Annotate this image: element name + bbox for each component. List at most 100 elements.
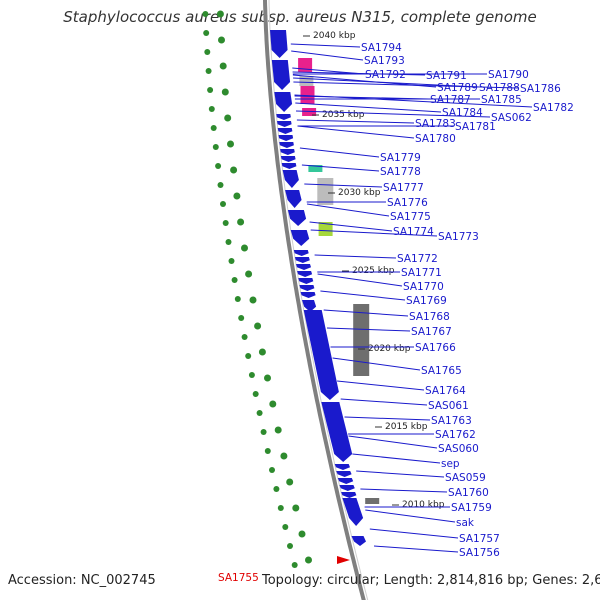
gene-label-sas062[interactable]: SAS062 xyxy=(491,112,532,124)
gene-label-sa1777[interactable]: SA1777 xyxy=(383,182,424,194)
gene-arrow[interactable] xyxy=(287,210,307,226)
gene-label-sa1791[interactable]: SA1791 xyxy=(426,70,467,82)
gene-label-sa1787[interactable]: SA1787 xyxy=(430,94,471,106)
gene-label-sas061[interactable]: SAS061 xyxy=(428,400,469,412)
gene-arrow[interactable] xyxy=(351,536,367,546)
gene-arrow[interactable] xyxy=(341,492,357,498)
gc-dot xyxy=(218,36,225,44)
gene-arrow[interactable] xyxy=(300,292,316,298)
gene-label-sa1794[interactable]: SA1794 xyxy=(361,42,402,54)
gene-label-sa1793[interactable]: SA1793 xyxy=(364,55,405,67)
gene-arrow[interactable] xyxy=(281,163,297,169)
gene-label-sa1773[interactable]: SA1773 xyxy=(438,231,479,243)
feature-block[interactable] xyxy=(353,304,370,376)
gene-label-sa1779[interactable]: SA1779 xyxy=(380,152,421,164)
gene-arrow[interactable] xyxy=(285,190,302,208)
feature-block[interactable] xyxy=(317,178,334,205)
gene-label-sa1770[interactable]: SA1770 xyxy=(403,281,444,293)
genome-backbone xyxy=(263,0,366,600)
gene-label-sa1759[interactable]: SA1759 xyxy=(451,502,492,514)
gene-label-sa1780[interactable]: SA1780 xyxy=(415,133,456,145)
gene-arrow[interactable] xyxy=(299,285,315,291)
gene-label-sa1760[interactable]: SA1760 xyxy=(448,487,489,499)
gene-arrow[interactable] xyxy=(321,402,353,462)
gene-arrow[interactable] xyxy=(303,310,339,400)
gene-label-sa1774[interactable]: SA1774 xyxy=(393,226,434,238)
gc-dot xyxy=(269,467,275,473)
gene-label-sa1792[interactable]: SA1792 xyxy=(365,69,406,81)
gene-label-sa1755[interactable]: SA1755 xyxy=(218,572,259,584)
gc-dot xyxy=(241,244,248,252)
gene-label-sa1768[interactable]: SA1768 xyxy=(409,311,450,323)
gene-arrow[interactable] xyxy=(297,271,313,277)
feature-block[interactable] xyxy=(299,76,314,86)
gene-arrow[interactable] xyxy=(334,464,350,470)
gene-arrow[interactable] xyxy=(279,142,294,148)
gene-label-sa1785[interactable]: SA1785 xyxy=(481,94,522,106)
gene-arrow[interactable] xyxy=(277,121,292,127)
gene-label-sa1784[interactable]: SA1784 xyxy=(442,107,483,119)
gene-label-sa1765[interactable]: SA1765 xyxy=(421,365,462,377)
gc-dot xyxy=(225,239,232,245)
label-leader-line xyxy=(295,110,491,118)
gene-label-sa1783[interactable]: SA1783 xyxy=(415,118,456,130)
gene-label-sa1789[interactable]: SA1789 xyxy=(437,82,478,94)
gene-arrow[interactable] xyxy=(290,230,310,246)
gene-arrow[interactable] xyxy=(337,478,354,484)
gene-arrow[interactable] xyxy=(277,128,293,134)
gene-arrow[interactable] xyxy=(294,257,310,263)
gene-label-sa1762[interactable]: SA1762 xyxy=(435,429,476,441)
gene-arrow[interactable] xyxy=(298,278,314,284)
gene-label-sa1757[interactable]: SA1757 xyxy=(459,533,500,545)
label-leader-line xyxy=(317,273,403,287)
gene-label-sa1767[interactable]: SA1767 xyxy=(411,326,452,338)
gene-label-sa1776[interactable]: SA1776 xyxy=(387,197,428,209)
gene-label-sa1788[interactable]: SA1788 xyxy=(479,82,520,94)
gene-arrow[interactable] xyxy=(274,92,293,112)
gene-label-sa1763[interactable]: SA1763 xyxy=(431,415,472,427)
gene-label-sak[interactable]: sak xyxy=(456,517,475,529)
gc-dot xyxy=(260,429,267,435)
gene-label-sa1764[interactable]: SA1764 xyxy=(425,385,466,397)
gc-dot xyxy=(245,353,252,359)
gc-dot xyxy=(282,524,289,530)
gene-label-sa1772[interactable]: SA1772 xyxy=(397,253,438,265)
gene-arrow[interactable] xyxy=(271,60,291,90)
gene-arrow[interactable] xyxy=(282,170,299,188)
gene-label-sa1781[interactable]: SA1781 xyxy=(455,121,496,133)
reverse-gene-marker[interactable] xyxy=(337,556,350,564)
gc-dot xyxy=(280,452,288,460)
gene-label-sas060[interactable]: SAS060 xyxy=(438,443,479,455)
gene-arrow[interactable] xyxy=(342,498,364,526)
kbp-tick-label: 2035 kbp xyxy=(322,110,365,120)
gene-arrow[interactable] xyxy=(339,485,355,491)
gene-arrow[interactable] xyxy=(293,250,309,256)
gene-arrow[interactable] xyxy=(280,156,296,162)
feature-block[interactable] xyxy=(308,165,323,172)
gene-arrow[interactable] xyxy=(336,471,352,477)
feature-block[interactable] xyxy=(365,498,380,504)
gene-arrow[interactable] xyxy=(302,300,317,312)
gene-arrow[interactable] xyxy=(270,30,288,58)
gene-label-sa1778[interactable]: SA1778 xyxy=(380,166,421,178)
gene-label-sep[interactable]: sep xyxy=(441,458,460,470)
topology-summary: Topology: circular; Length: 2,814,816 bp… xyxy=(262,573,600,588)
gene-label-sas059[interactable]: SAS059 xyxy=(445,472,486,484)
gene-label-sa1786[interactable]: SA1786 xyxy=(520,83,561,95)
gene-arrow[interactable] xyxy=(278,135,294,141)
gene-label-sa1769[interactable]: SA1769 xyxy=(406,295,447,307)
feature-block[interactable] xyxy=(318,222,333,236)
gene-arrow[interactable] xyxy=(276,114,291,120)
gene-label-sa1771[interactable]: SA1771 xyxy=(401,267,442,279)
gene-label-sa1756[interactable]: SA1756 xyxy=(459,547,500,559)
gene-label-sa1790[interactable]: SA1790 xyxy=(488,69,529,81)
gene-label-sa1782[interactable]: SA1782 xyxy=(533,102,574,114)
gene-arrow[interactable] xyxy=(280,149,295,155)
gene-label-sa1775[interactable]: SA1775 xyxy=(390,211,431,223)
feature-block[interactable] xyxy=(302,108,317,116)
gene-label-sa1766[interactable]: SA1766 xyxy=(415,342,456,354)
gene-arrow[interactable] xyxy=(296,264,311,270)
